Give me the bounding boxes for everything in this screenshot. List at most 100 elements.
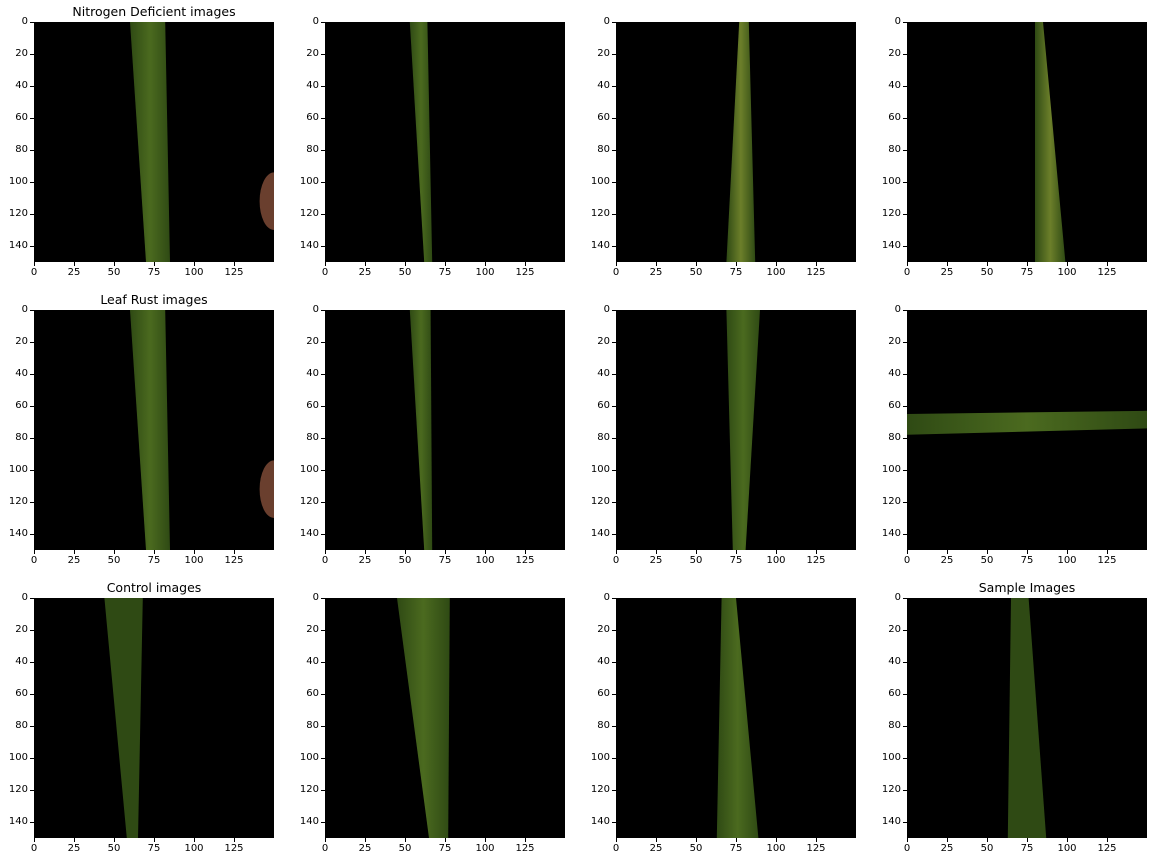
x-tick-mark: [987, 262, 988, 266]
x-tick-mark: [1107, 550, 1108, 554]
x-tick-label: 0: [612, 843, 620, 854]
x-tick-mark: [325, 838, 326, 842]
x-tick-mark: [616, 838, 617, 842]
x-tick-mark: [776, 838, 777, 842]
x-tick-label: 100: [184, 267, 204, 278]
y-tick-label: 100: [8, 464, 28, 475]
y-tick-label: 80: [15, 144, 28, 155]
y-tick-mark: [903, 758, 907, 759]
x-tick-label: 125: [806, 267, 826, 278]
y-tick-label: 140: [8, 528, 28, 539]
x-tick-label: 0: [612, 267, 620, 278]
y-tick-mark: [903, 246, 907, 247]
x-tick-mark: [907, 550, 908, 554]
y-tick-label: 60: [597, 112, 610, 123]
leaf-shape: [104, 598, 143, 838]
x-tick-mark: [485, 838, 486, 842]
y-tick-label: 0: [21, 16, 28, 27]
x-tick-mark: [114, 262, 115, 266]
x-tick-label: 100: [475, 267, 495, 278]
y-tick-mark: [903, 86, 907, 87]
x-tick-mark: [325, 262, 326, 266]
blob-shape: [259, 172, 274, 230]
x-tick-label: 100: [475, 555, 495, 566]
y-tick-label: 20: [597, 336, 610, 347]
y-tick-mark: [30, 630, 34, 631]
y-tick-label: 40: [15, 80, 28, 91]
x-tick-label: 50: [107, 843, 121, 854]
x-tick-label: 75: [1020, 555, 1034, 566]
x-tick-label: 125: [515, 843, 535, 854]
x-tick-label: 100: [1057, 555, 1077, 566]
panel-title: Sample Images: [978, 580, 1076, 595]
y-tick-label: 100: [590, 752, 610, 763]
image-panel: [907, 22, 1147, 262]
y-tick-mark: [612, 470, 616, 471]
x-tick-mark: [1107, 838, 1108, 842]
y-tick-label: 80: [597, 432, 610, 443]
y-tick-label: 140: [8, 816, 28, 827]
y-tick-label: 120: [590, 208, 610, 219]
x-tick-label: 50: [689, 267, 703, 278]
x-tick-mark: [485, 262, 486, 266]
y-tick-label: 120: [8, 208, 28, 219]
x-tick-label: 50: [398, 267, 412, 278]
x-tick-label: 0: [321, 267, 329, 278]
x-tick-mark: [194, 838, 195, 842]
x-tick-mark: [194, 550, 195, 554]
x-tick-label: 75: [729, 267, 743, 278]
x-tick-mark: [656, 838, 657, 842]
y-tick-label: 140: [590, 528, 610, 539]
x-tick-label: 25: [358, 267, 372, 278]
y-tick-mark: [321, 182, 325, 183]
y-tick-mark: [612, 630, 616, 631]
y-tick-label: 140: [590, 816, 610, 827]
y-tick-mark: [612, 502, 616, 503]
y-tick-mark: [30, 662, 34, 663]
y-tick-mark: [612, 406, 616, 407]
x-tick-mark: [74, 550, 75, 554]
y-tick-label: 0: [312, 16, 319, 27]
y-tick-label: 0: [894, 592, 901, 603]
y-tick-mark: [321, 662, 325, 663]
x-tick-mark: [907, 262, 908, 266]
x-tick-label: 0: [903, 843, 911, 854]
leaf-shape: [1035, 22, 1066, 262]
x-tick-label: 75: [438, 555, 452, 566]
x-tick-label: 50: [107, 555, 121, 566]
leaf-image: [409, 22, 433, 262]
x-tick-label: 0: [612, 555, 620, 566]
y-tick-mark: [321, 246, 325, 247]
leaf-shape: [130, 22, 170, 262]
image-panel: [907, 310, 1147, 550]
y-tick-label: 140: [881, 528, 901, 539]
y-tick-mark: [612, 726, 616, 727]
y-tick-mark: [321, 534, 325, 535]
x-tick-mark: [234, 262, 235, 266]
x-tick-label: 50: [689, 843, 703, 854]
leaf-image: [716, 598, 759, 838]
x-tick-mark: [1027, 550, 1028, 554]
y-tick-label: 60: [306, 112, 319, 123]
y-tick-mark: [30, 598, 34, 599]
x-tick-mark: [445, 262, 446, 266]
x-tick-label: 100: [1057, 843, 1077, 854]
y-tick-label: 0: [603, 16, 610, 27]
y-tick-mark: [321, 694, 325, 695]
y-tick-mark: [321, 214, 325, 215]
y-tick-label: 40: [888, 656, 901, 667]
y-tick-label: 100: [881, 176, 901, 187]
x-tick-mark: [234, 550, 235, 554]
y-tick-mark: [903, 502, 907, 503]
y-tick-mark: [30, 790, 34, 791]
y-tick-label: 80: [306, 720, 319, 731]
y-tick-mark: [321, 758, 325, 759]
y-tick-mark: [903, 54, 907, 55]
y-tick-label: 120: [8, 496, 28, 507]
y-tick-mark: [321, 470, 325, 471]
y-tick-label: 80: [15, 432, 28, 443]
y-tick-mark: [321, 406, 325, 407]
y-tick-mark: [903, 118, 907, 119]
y-tick-mark: [612, 694, 616, 695]
